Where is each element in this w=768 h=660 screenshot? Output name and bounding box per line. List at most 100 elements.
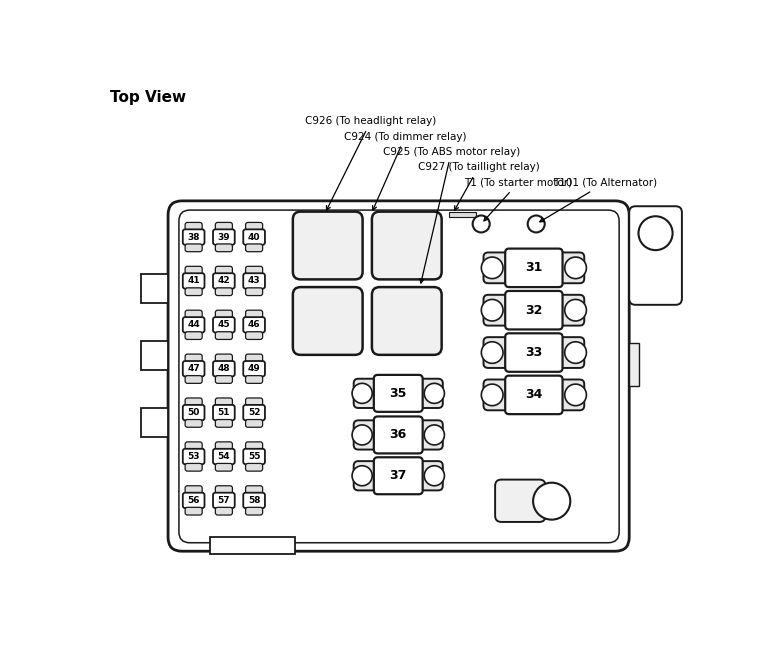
FancyBboxPatch shape xyxy=(372,212,442,279)
FancyBboxPatch shape xyxy=(243,273,265,288)
Text: 41: 41 xyxy=(187,277,200,285)
FancyBboxPatch shape xyxy=(374,375,422,412)
Circle shape xyxy=(564,257,587,279)
Text: 53: 53 xyxy=(187,452,200,461)
Text: 36: 36 xyxy=(389,428,407,442)
FancyBboxPatch shape xyxy=(246,442,263,449)
FancyBboxPatch shape xyxy=(213,492,235,508)
FancyBboxPatch shape xyxy=(185,508,202,515)
Circle shape xyxy=(638,216,673,250)
Text: 57: 57 xyxy=(217,496,230,505)
Circle shape xyxy=(472,215,490,232)
Text: C924 (To dimmer relay): C924 (To dimmer relay) xyxy=(344,131,466,210)
Text: 31: 31 xyxy=(525,261,542,275)
FancyBboxPatch shape xyxy=(185,288,202,296)
Text: 49: 49 xyxy=(248,364,260,373)
FancyBboxPatch shape xyxy=(213,317,235,333)
FancyBboxPatch shape xyxy=(183,273,204,288)
Circle shape xyxy=(482,342,503,363)
FancyBboxPatch shape xyxy=(215,463,233,471)
Circle shape xyxy=(352,466,372,486)
Text: 43: 43 xyxy=(248,277,260,285)
FancyBboxPatch shape xyxy=(183,317,204,333)
Bar xyxy=(141,274,168,304)
FancyBboxPatch shape xyxy=(246,486,263,494)
FancyBboxPatch shape xyxy=(183,405,204,420)
FancyBboxPatch shape xyxy=(215,420,233,427)
FancyBboxPatch shape xyxy=(629,206,682,305)
FancyBboxPatch shape xyxy=(372,287,442,355)
Text: T1 (To starter motor): T1 (To starter motor) xyxy=(464,178,572,221)
FancyBboxPatch shape xyxy=(246,376,263,383)
FancyBboxPatch shape xyxy=(183,361,204,376)
Text: 40: 40 xyxy=(248,232,260,242)
FancyBboxPatch shape xyxy=(183,492,204,508)
FancyBboxPatch shape xyxy=(215,376,233,383)
Bar xyxy=(141,341,168,370)
Text: 45: 45 xyxy=(217,320,230,329)
Text: 58: 58 xyxy=(248,496,260,505)
Text: 39: 39 xyxy=(217,232,230,242)
FancyBboxPatch shape xyxy=(215,398,233,406)
FancyBboxPatch shape xyxy=(505,291,562,329)
Text: Top View: Top View xyxy=(110,90,186,106)
Text: 51: 51 xyxy=(217,408,230,417)
FancyBboxPatch shape xyxy=(213,273,235,288)
Text: 46: 46 xyxy=(248,320,260,329)
FancyBboxPatch shape xyxy=(374,416,422,453)
Circle shape xyxy=(352,383,372,403)
FancyBboxPatch shape xyxy=(246,398,263,406)
Circle shape xyxy=(564,342,587,363)
FancyBboxPatch shape xyxy=(185,376,202,383)
FancyBboxPatch shape xyxy=(215,332,233,339)
FancyBboxPatch shape xyxy=(495,480,545,522)
FancyBboxPatch shape xyxy=(505,249,562,287)
Bar xyxy=(210,537,295,554)
FancyBboxPatch shape xyxy=(374,457,422,494)
FancyBboxPatch shape xyxy=(243,230,265,245)
FancyBboxPatch shape xyxy=(484,295,584,325)
FancyBboxPatch shape xyxy=(293,287,362,355)
Bar xyxy=(629,343,638,385)
Circle shape xyxy=(482,257,503,279)
FancyBboxPatch shape xyxy=(213,405,235,420)
FancyBboxPatch shape xyxy=(185,398,202,406)
Text: 56: 56 xyxy=(187,496,200,505)
Circle shape xyxy=(564,384,587,406)
FancyBboxPatch shape xyxy=(185,354,202,362)
FancyBboxPatch shape xyxy=(215,288,233,296)
Text: 50: 50 xyxy=(187,408,200,417)
FancyBboxPatch shape xyxy=(246,244,263,251)
FancyBboxPatch shape xyxy=(183,230,204,245)
FancyBboxPatch shape xyxy=(246,332,263,339)
FancyBboxPatch shape xyxy=(354,379,443,408)
Text: 32: 32 xyxy=(525,304,542,317)
FancyBboxPatch shape xyxy=(505,333,562,372)
Text: 35: 35 xyxy=(389,387,407,400)
FancyBboxPatch shape xyxy=(185,420,202,427)
Circle shape xyxy=(352,425,372,445)
FancyBboxPatch shape xyxy=(246,288,263,296)
FancyBboxPatch shape xyxy=(246,463,263,471)
Text: C926 (To headlight relay): C926 (To headlight relay) xyxy=(305,116,436,211)
FancyBboxPatch shape xyxy=(243,492,265,508)
Text: C925 (To ABS motor relay): C925 (To ABS motor relay) xyxy=(382,147,520,283)
Text: 54: 54 xyxy=(217,452,230,461)
FancyBboxPatch shape xyxy=(246,354,263,362)
Circle shape xyxy=(424,383,445,403)
Circle shape xyxy=(482,300,503,321)
FancyBboxPatch shape xyxy=(213,230,235,245)
FancyBboxPatch shape xyxy=(243,449,265,464)
Circle shape xyxy=(528,215,545,232)
Text: 52: 52 xyxy=(248,408,260,417)
FancyBboxPatch shape xyxy=(185,310,202,318)
Text: 44: 44 xyxy=(187,320,200,329)
FancyBboxPatch shape xyxy=(243,361,265,376)
FancyBboxPatch shape xyxy=(185,463,202,471)
FancyBboxPatch shape xyxy=(215,508,233,515)
Circle shape xyxy=(482,384,503,406)
FancyBboxPatch shape xyxy=(185,332,202,339)
Text: 42: 42 xyxy=(217,277,230,285)
Circle shape xyxy=(533,482,571,519)
FancyBboxPatch shape xyxy=(246,420,263,427)
